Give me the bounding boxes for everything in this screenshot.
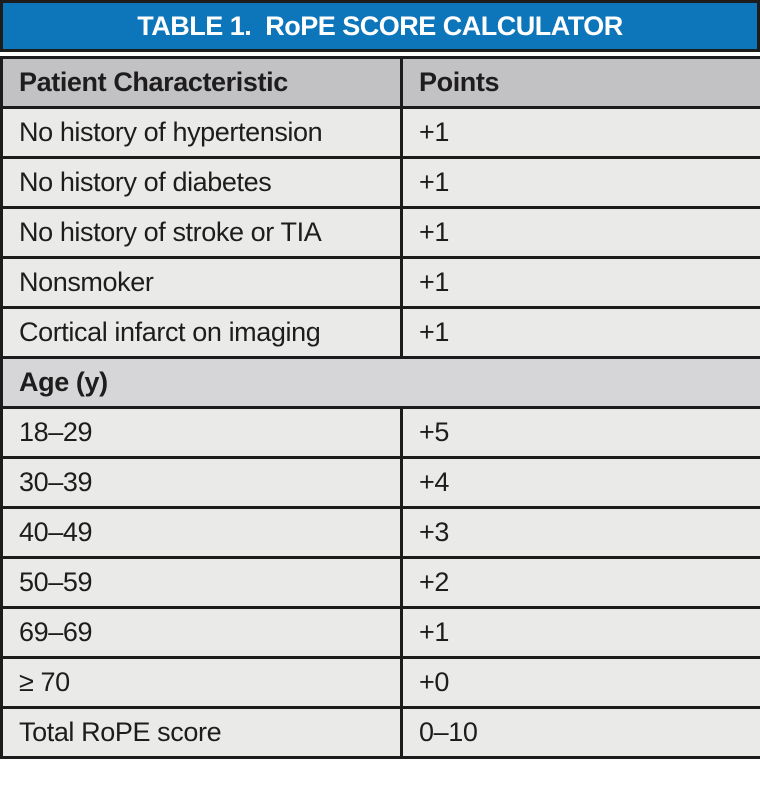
rope-score-table: TABLE 1. RoPE SCORE CALCULATOR Patient C…: [0, 0, 760, 759]
points-cell: +0: [400, 656, 760, 709]
table-row: 18–29 +5: [0, 406, 760, 459]
table-row: 30–39 +4: [0, 456, 760, 509]
characteristic-cell: No history of diabetes: [0, 156, 403, 209]
points-cell: +3: [400, 506, 760, 559]
characteristic-cell: 50–59: [0, 556, 403, 609]
table-title-bar: TABLE 1. RoPE SCORE CALCULATOR: [0, 0, 760, 52]
points-cell: 0–10: [400, 706, 760, 759]
table-row: No history of hypertension +1: [0, 106, 760, 159]
table-row: 50–59 +2: [0, 556, 760, 609]
characteristic-cell: 40–49: [0, 506, 403, 559]
characteristic-cell: Cortical infarct on imaging: [0, 306, 403, 359]
section-header-age: Age (y): [0, 356, 760, 409]
column-header-characteristic: Patient Characteristic: [0, 56, 403, 109]
characteristic-cell: No history of stroke or TIA: [0, 206, 403, 259]
points-cell: +1: [400, 306, 760, 359]
table-row: 40–49 +3: [0, 506, 760, 559]
table-header-row: Patient Characteristic Points: [0, 56, 760, 109]
points-cell: +1: [400, 206, 760, 259]
points-cell: +1: [400, 606, 760, 659]
characteristic-cell: ≥ 70: [0, 656, 403, 709]
table-row: ≥ 70 +0: [0, 656, 760, 709]
section-header-label: Age (y): [0, 356, 760, 409]
characteristic-cell: 18–29: [0, 406, 403, 459]
characteristic-cell: 69–69: [0, 606, 403, 659]
total-score-row: Total RoPE score 0–10: [0, 706, 760, 759]
table-row: Nonsmoker +1: [0, 256, 760, 309]
table-row: 69–69 +1: [0, 606, 760, 659]
table-row: No history of diabetes +1: [0, 156, 760, 209]
characteristic-cell: No history of hypertension: [0, 106, 403, 159]
points-cell: +2: [400, 556, 760, 609]
points-cell: +1: [400, 156, 760, 209]
rope-table: Patient Characteristic Points No history…: [0, 56, 760, 759]
points-cell: +1: [400, 256, 760, 309]
column-header-points: Points: [400, 56, 760, 109]
table-row: Cortical infarct on imaging +1: [0, 306, 760, 359]
points-cell: +5: [400, 406, 760, 459]
table-row: No history of stroke or TIA +1: [0, 206, 760, 259]
table-title: TABLE 1. RoPE SCORE CALCULATOR: [137, 10, 623, 41]
points-cell: +4: [400, 456, 760, 509]
characteristic-cell: 30–39: [0, 456, 403, 509]
characteristic-cell: Nonsmoker: [0, 256, 403, 309]
points-cell: +1: [400, 106, 760, 159]
characteristic-cell: Total RoPE score: [0, 706, 403, 759]
